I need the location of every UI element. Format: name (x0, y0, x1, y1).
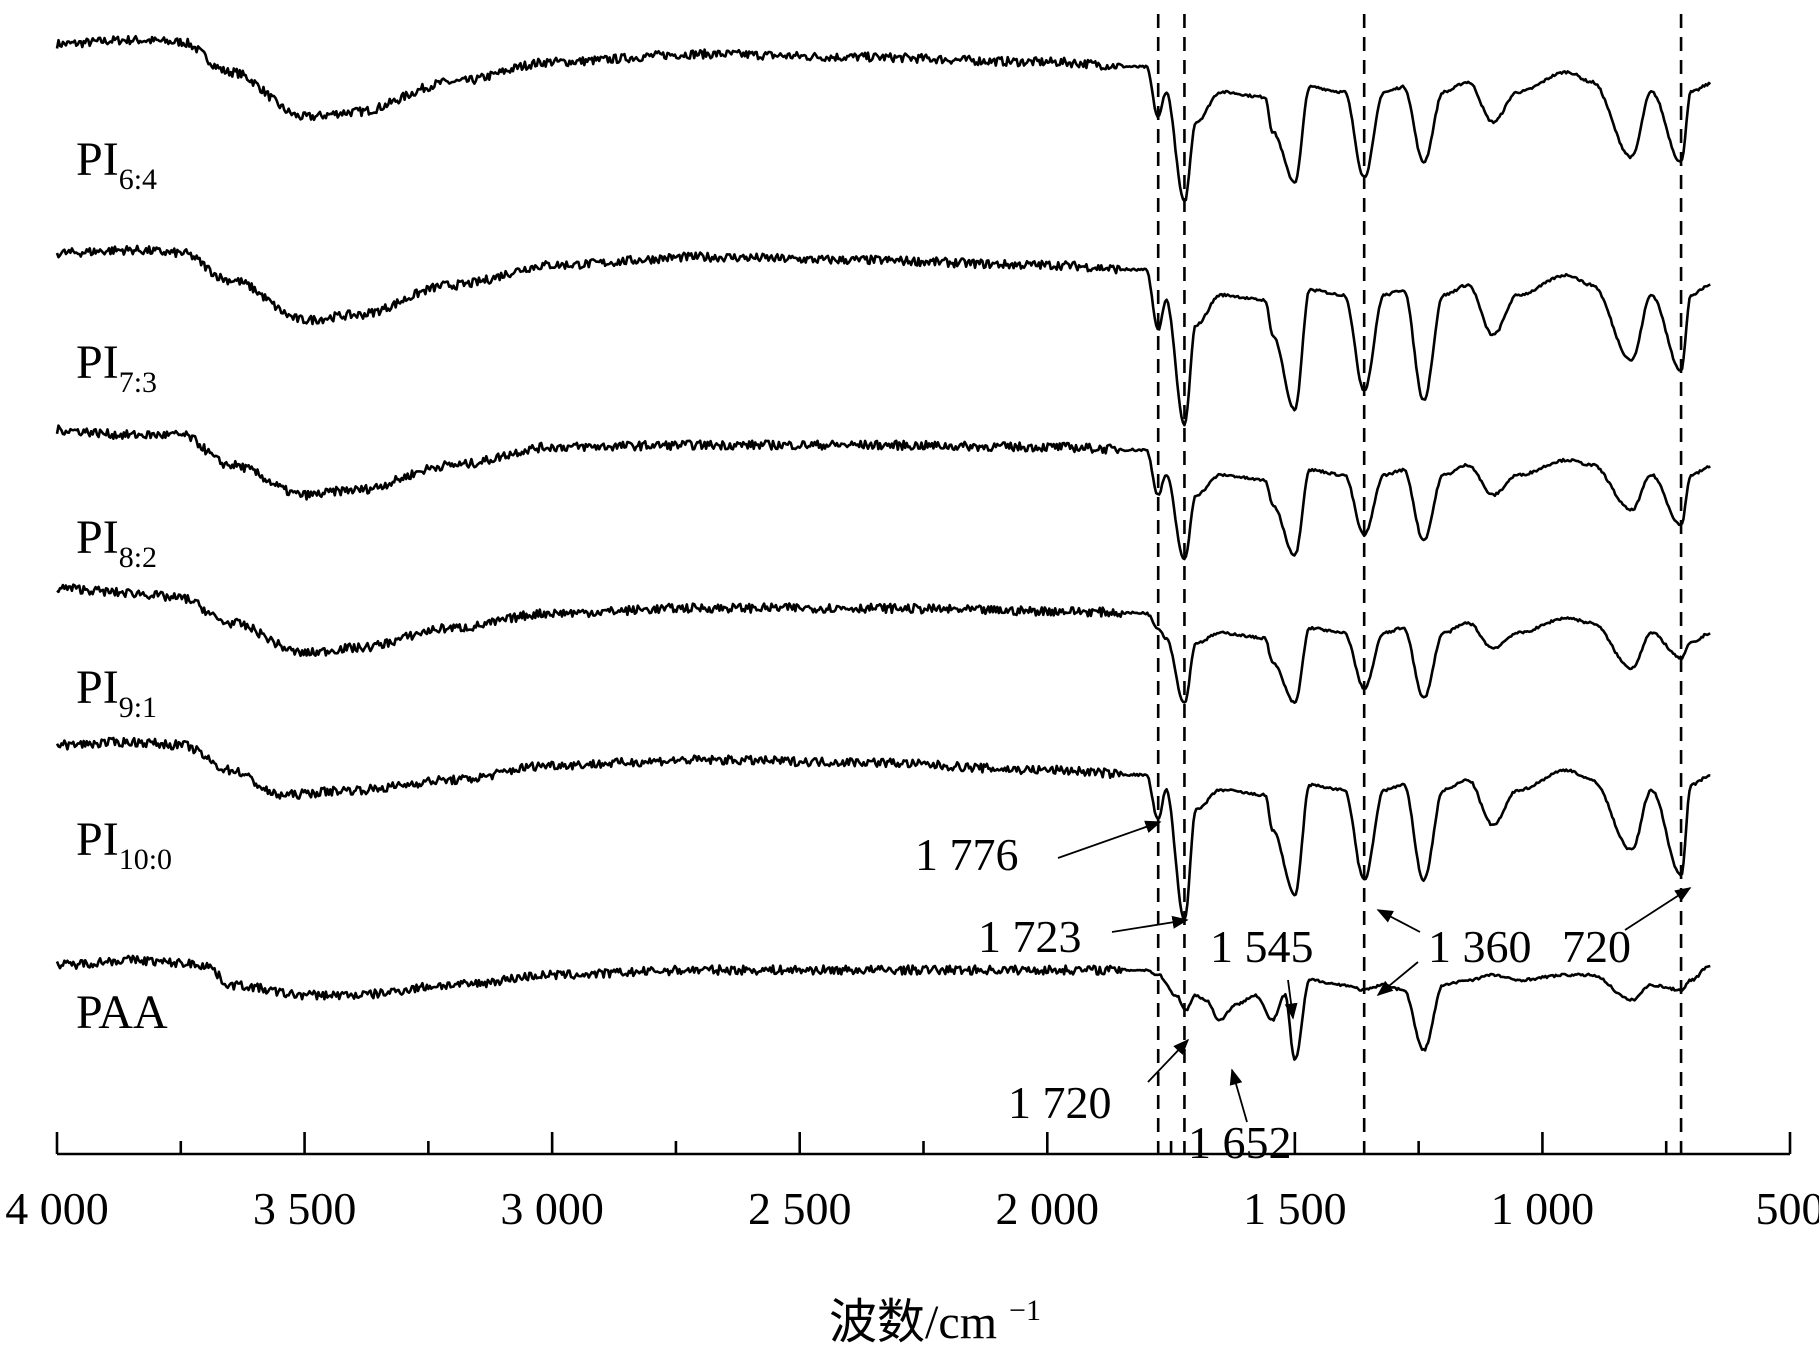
x-tick-label: 4 000 (5, 1183, 109, 1234)
series-label: PI10:0 (76, 813, 172, 876)
peak-annotation-arrow (1057, 820, 1162, 859)
peak-annotation-arrow (1284, 979, 1298, 1020)
peak-annotation-label: 1 723 (978, 911, 1082, 962)
x-axis-title-superscript: −1 (1009, 1294, 1041, 1327)
x-ticks: 4 000 3 500 3 000 2 500 2 000 1 500 1 000 500 (5, 1132, 1819, 1234)
series-label: PI6:4 (76, 133, 157, 196)
x-tick-label: 1 500 (1243, 1183, 1347, 1234)
series-label-subscript: 8:2 (119, 541, 157, 574)
x-axis-title: 波数/cm −1 (829, 1294, 1041, 1349)
trace-pi6-4 (55, 34, 1712, 203)
peak-annotation-label: 1 652 (1188, 1117, 1292, 1168)
series-label-main: PI (76, 336, 119, 389)
peak-annotation-arrow (1376, 909, 1421, 933)
peak-annotation-arrow (1624, 887, 1692, 931)
peak-annotation-label: 1 720 (1008, 1077, 1112, 1128)
series-label: PI9:1 (76, 661, 157, 724)
peak-annotation-arrow (1376, 961, 1419, 997)
series-label-main: PI (76, 661, 119, 714)
series-label-subscript: 6:4 (119, 163, 157, 196)
x-tick-label: 1 000 (1491, 1183, 1595, 1234)
peak-annotation-label: 1 545 (1210, 921, 1314, 972)
series-label: PI8:2 (76, 511, 157, 574)
series-label-subscript: 10:0 (119, 843, 172, 876)
peak-annotation-label: 1 360 (1428, 921, 1532, 972)
series-label-main: PI (76, 813, 119, 866)
trace-pi7-3 (55, 244, 1711, 427)
x-axis-title-text: 波数/cm (829, 1296, 997, 1349)
peak-annotation-arrow (1111, 915, 1189, 933)
x-tick-label: 3 500 (253, 1183, 357, 1234)
x-axis: 4 000 3 500 3 000 2 500 2 000 1 500 1 000 500 波… (5, 1132, 1819, 1349)
series-label-main: PI (76, 511, 119, 564)
peak-annotation-arrow (1147, 1038, 1190, 1083)
trace-paa (55, 954, 1711, 1061)
peak-annotation-label: 1 776 (915, 829, 1019, 880)
series-label-main: PAA (76, 986, 168, 1039)
series-label-main: PI (76, 133, 119, 186)
spectra-traces (55, 34, 1712, 1061)
x-tick-label: 2 000 (996, 1183, 1100, 1234)
series-label-subscript: 9:1 (119, 691, 157, 724)
series-label: PAA (76, 986, 168, 1039)
peak-annotation-arrow (1229, 1068, 1248, 1123)
peak-annotation-label: 720 (1562, 921, 1631, 972)
trace-pi9-1 (56, 583, 1711, 704)
reference-lines (1156, 14, 1683, 1154)
peak-annotations: 1 776 1 723 1 545 1 360 720 1 720 1 652 (915, 820, 1692, 1168)
x-tick-label: 2 500 (748, 1183, 852, 1234)
series-label: PI7:3 (76, 336, 157, 399)
trace-pi10-0 (55, 736, 1711, 922)
x-tick-label: 500 (1756, 1183, 1819, 1234)
trace-pi8-2 (55, 424, 1711, 561)
x-tick-label: 3 000 (500, 1183, 604, 1234)
series-label-subscript: 7:3 (119, 366, 157, 399)
